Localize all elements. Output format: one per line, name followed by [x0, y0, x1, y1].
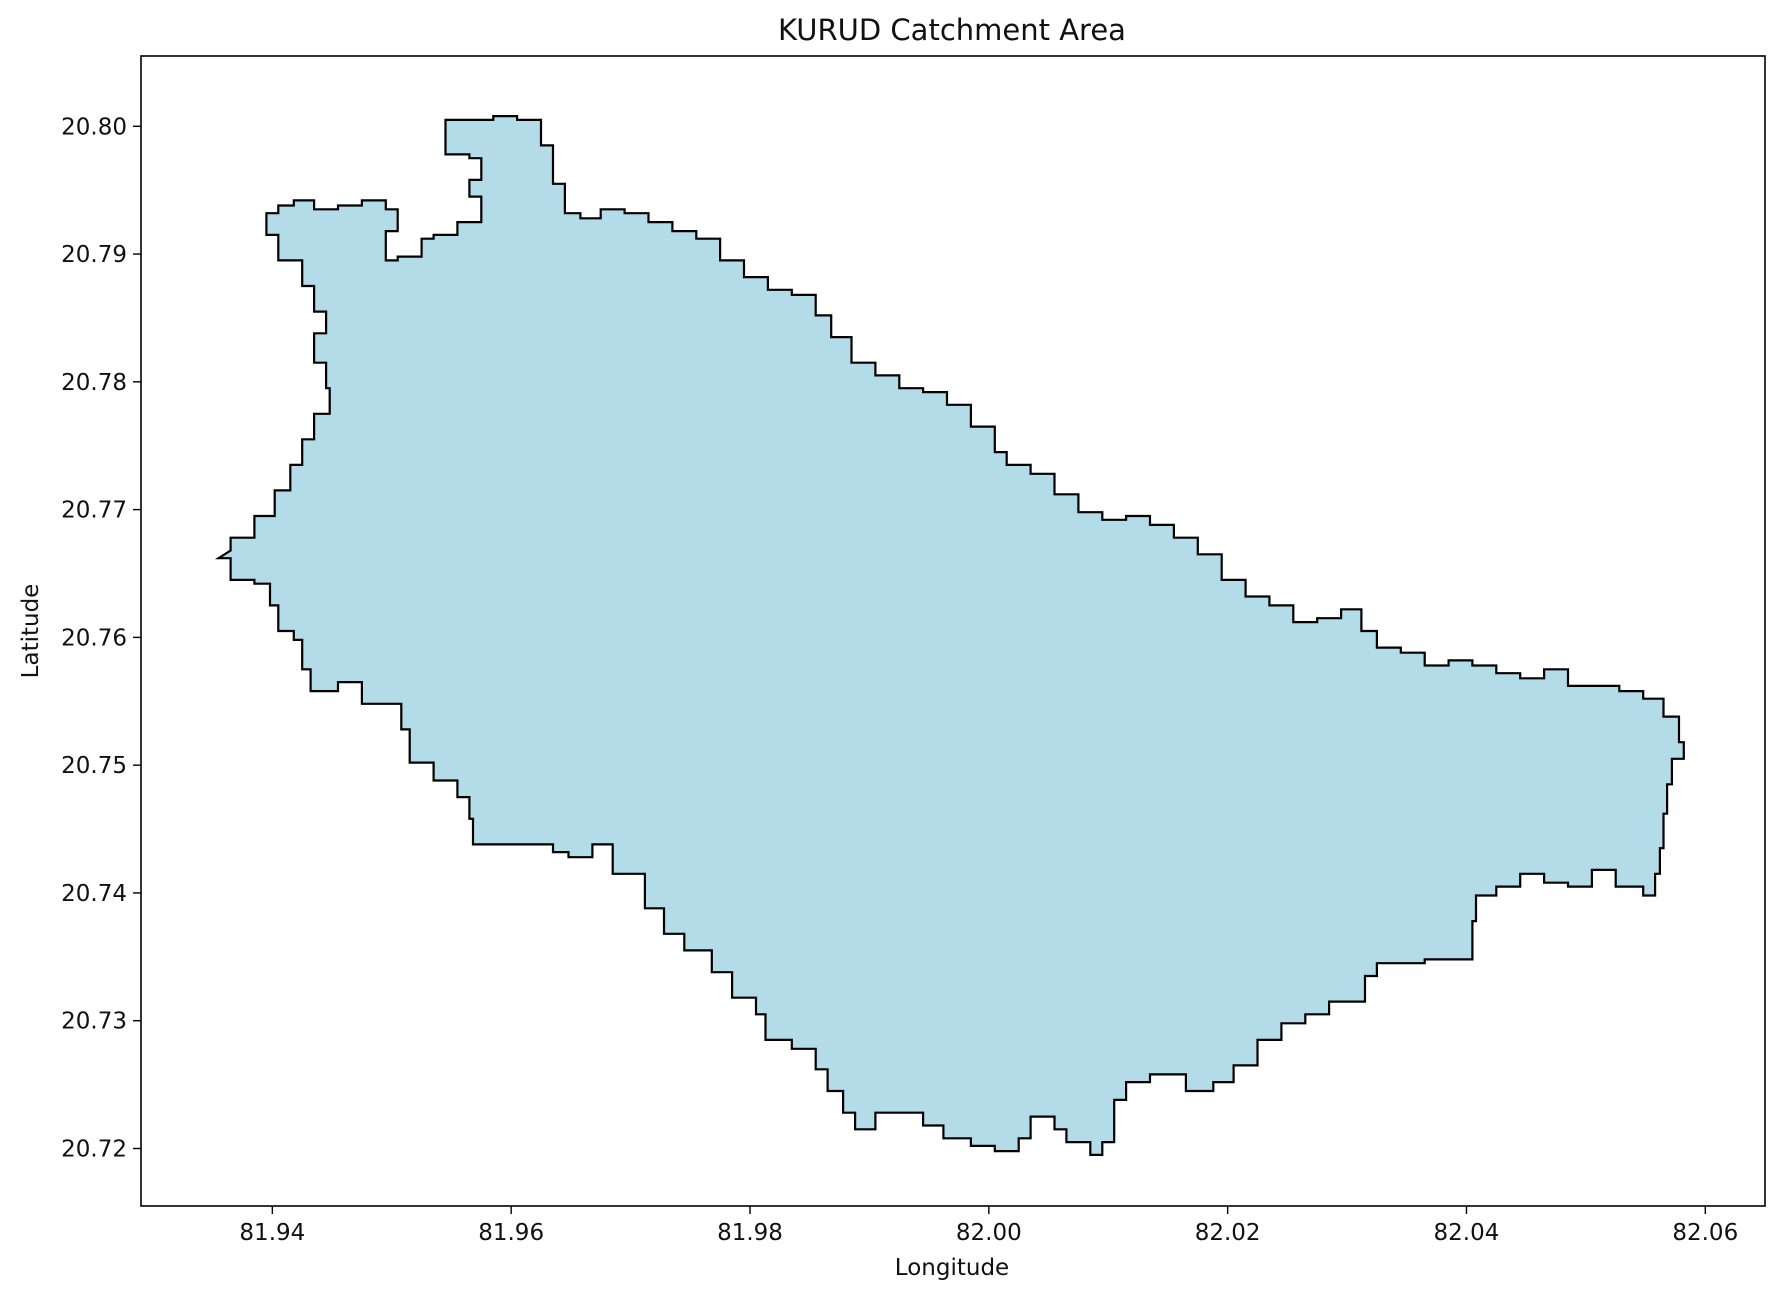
y-axis-label: Latitude: [18, 584, 44, 679]
y-tick-label: 20.74: [61, 881, 127, 907]
y-tick-label: 20.78: [61, 370, 127, 396]
y-tick-label: 20.75: [61, 753, 127, 779]
plot-frame: [140, 55, 1766, 1207]
x-axis-label: Longitude: [895, 1255, 1009, 1281]
y-tick-label: 20.76: [61, 625, 127, 651]
region-layer: [214, 115, 1685, 1156]
chart-title: KURUD Catchment Area: [778, 13, 1126, 47]
y-tick-label: 20.77: [61, 498, 127, 524]
y-tick-label: 20.79: [61, 242, 127, 268]
y-tick-label: 20.73: [61, 1009, 127, 1035]
x-tick-label: 82.06: [1672, 1220, 1738, 1246]
y-tick-label: 20.80: [61, 114, 127, 140]
x-tick-label: 82.04: [1434, 1220, 1500, 1246]
y-axis: 20.72 20.73 20.74 20.75 20.76 20.77 20.78 20.79…: [61, 114, 141, 1163]
x-tick-label: 81.94: [239, 1220, 305, 1246]
x-tick-label: 81.98: [717, 1220, 783, 1246]
x-tick-label: 81.96: [478, 1220, 544, 1246]
x-tick-label: 82.02: [1195, 1220, 1261, 1246]
catchment-polygon: [214, 115, 1685, 1156]
y-tick-label: 20.72: [61, 1137, 127, 1163]
x-axis: 81.94 81.96 81.98 82.00 82.02 82.04 82.06: [239, 1206, 1738, 1246]
plot-area: [140, 55, 1766, 1207]
x-tick-label: 82.00: [956, 1220, 1022, 1246]
